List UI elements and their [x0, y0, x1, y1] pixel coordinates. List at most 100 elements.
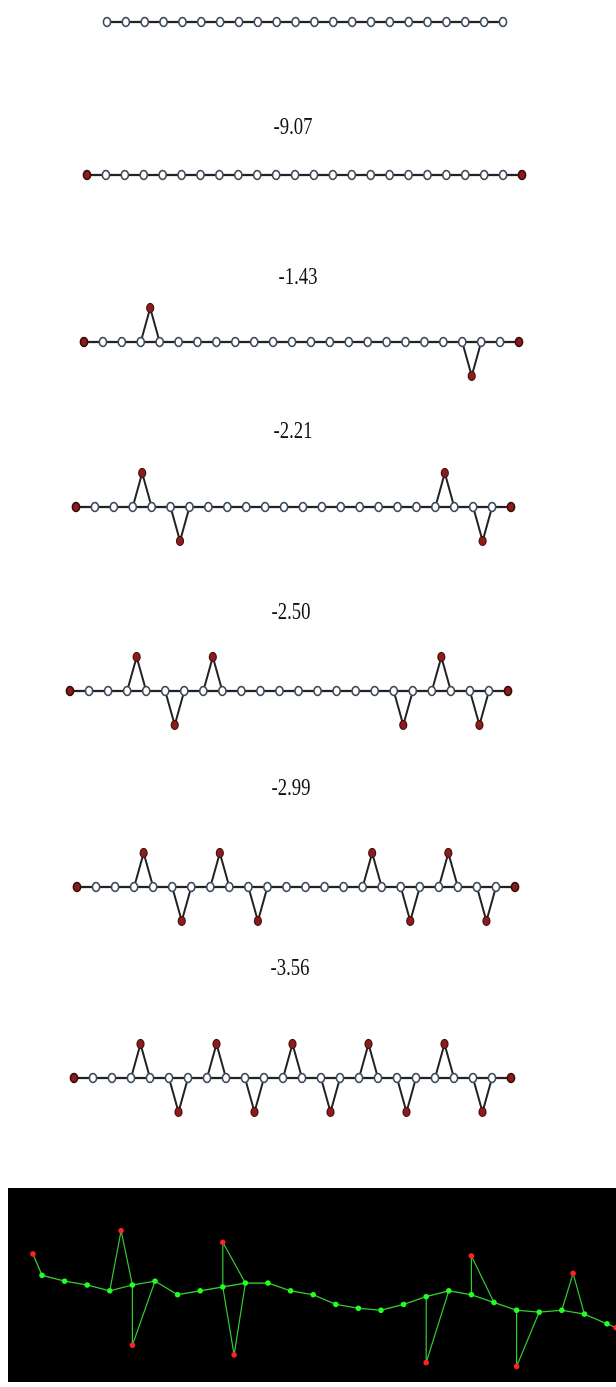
defect-up-node — [288, 1038, 297, 1050]
sim-node — [265, 1280, 271, 1286]
chain-node — [202, 1072, 212, 1084]
chain-end-node — [82, 169, 92, 181]
defect-up-node — [440, 1038, 449, 1050]
chain-end-node — [514, 336, 524, 348]
chain-node — [310, 16, 319, 28]
sim-node — [468, 1291, 475, 1298]
chain-node — [430, 1072, 440, 1084]
defect-up-node — [444, 847, 453, 859]
chain-node — [129, 881, 139, 893]
chain-node — [301, 881, 310, 893]
defect-down-node — [402, 1106, 411, 1118]
chain-node — [291, 16, 300, 28]
defect-up-node — [212, 1038, 221, 1050]
defect-up-node — [139, 847, 148, 859]
defect-down-node — [406, 915, 415, 927]
chain-node — [423, 169, 432, 181]
chain-node — [351, 685, 361, 697]
chain-node — [160, 685, 170, 697]
chain-node — [128, 501, 138, 513]
chain-end-node — [79, 336, 89, 348]
chain-node — [498, 16, 508, 28]
sim-node — [491, 1299, 497, 1306]
chain-node — [102, 16, 112, 28]
defect-down-node — [250, 1106, 259, 1118]
chain-node — [186, 881, 196, 893]
chain-node — [374, 501, 384, 513]
energy-label-2: -1.43 — [278, 264, 318, 290]
chain-node — [84, 685, 94, 697]
chain-node — [136, 336, 146, 348]
chain-node — [272, 16, 282, 28]
chain-end-node — [65, 685, 75, 697]
chain-node — [101, 169, 111, 181]
chain-node — [203, 501, 213, 513]
sim-defect-up — [570, 1270, 576, 1277]
chain-node — [442, 16, 451, 28]
chain-node — [196, 169, 205, 181]
chain-node — [145, 1072, 155, 1084]
chain-node — [401, 336, 410, 348]
chain-node — [166, 501, 175, 513]
chain-node — [347, 16, 357, 28]
defect-down-node — [478, 535, 487, 547]
chain-node — [355, 501, 365, 513]
chain-node — [423, 16, 432, 28]
chain-node — [495, 336, 505, 348]
sim-node — [333, 1301, 339, 1308]
sim-node — [536, 1309, 542, 1315]
chain-node — [221, 1072, 231, 1084]
defect-down-node — [475, 719, 484, 731]
chain-node — [298, 501, 308, 513]
chain-node — [411, 1072, 421, 1084]
chain-node — [335, 1072, 345, 1084]
sim-node — [107, 1288, 113, 1294]
sim-end-node — [613, 1324, 616, 1331]
sim-defect-down — [129, 1342, 136, 1348]
chain-node — [268, 336, 278, 348]
chain-node — [453, 881, 463, 893]
chain-node — [498, 169, 508, 181]
chain-node — [121, 16, 131, 28]
chain-node — [404, 16, 414, 28]
sim-node — [355, 1305, 362, 1312]
chain-node — [344, 336, 354, 348]
chain-node — [354, 1072, 364, 1084]
chain-node — [389, 685, 399, 697]
chain-node — [358, 881, 368, 893]
sim-node — [129, 1282, 136, 1288]
chain-node — [476, 336, 486, 348]
chain-node — [396, 881, 406, 893]
chain-node — [441, 169, 451, 181]
defect-down-bond — [169, 506, 191, 545]
chain-node — [468, 1072, 478, 1084]
sim-defect-down-bond — [425, 1290, 450, 1363]
sim-defect-up — [220, 1239, 226, 1246]
defect-down-node — [399, 719, 408, 731]
chain-node — [253, 16, 263, 28]
chain-node — [373, 1072, 383, 1084]
chain-node — [167, 881, 177, 893]
chain-node — [214, 169, 224, 181]
chain-end-node — [510, 881, 520, 893]
chain-end-node — [503, 685, 513, 697]
chain-node — [205, 881, 215, 893]
chain-node — [460, 16, 470, 28]
chain-node — [249, 336, 259, 348]
chain-1 — [82, 169, 527, 181]
chain-node — [306, 336, 316, 348]
chain-node — [479, 169, 489, 181]
chain-node — [240, 1072, 250, 1084]
chain-node — [140, 16, 150, 28]
chain-node — [230, 336, 240, 348]
defect-down-node — [174, 1106, 183, 1118]
chain-node — [309, 169, 319, 181]
defect-up-node — [440, 467, 449, 479]
chain-node — [328, 169, 338, 181]
chain-end-node — [506, 1072, 516, 1084]
sim-node — [400, 1301, 407, 1308]
chain-node — [484, 685, 494, 697]
simulation-panel — [8, 1188, 616, 1382]
defect-up-node — [132, 651, 141, 663]
